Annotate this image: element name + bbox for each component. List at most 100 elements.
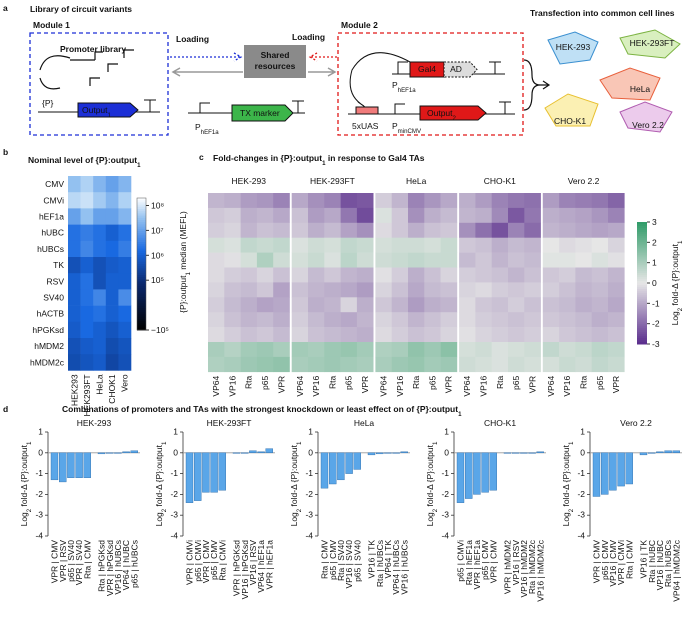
cell-shape — [547, 31, 599, 65]
heat-cell — [256, 312, 274, 328]
heat-cell — [80, 257, 94, 274]
heat-cell — [224, 327, 241, 343]
panel-label: d — [3, 404, 8, 414]
heat-cell — [208, 342, 225, 358]
heat-cell — [93, 289, 107, 306]
x-tick-label: Rta | hMDM2c — [527, 539, 537, 594]
bar — [329, 452, 337, 485]
x-tick-label: Rta | CMV — [320, 540, 330, 579]
heat-cell — [608, 297, 625, 313]
y-axis-label-part: fold-Δ {P}:output — [561, 444, 571, 508]
y-tick-label: -3 — [441, 510, 449, 520]
colorbar-step — [137, 325, 146, 329]
heat-cell — [375, 327, 392, 343]
heat-cell — [391, 312, 409, 328]
colorbar-tick-label: -2 — [652, 319, 660, 329]
heat-cell — [575, 312, 592, 328]
heat-cell — [524, 252, 541, 268]
colorbar-step — [137, 288, 146, 291]
bar — [210, 452, 218, 493]
heat-cell — [240, 222, 258, 238]
bar — [639, 452, 648, 456]
panel-title-part: 1 — [458, 411, 462, 418]
heat-cell — [356, 267, 374, 283]
promoter-label-part: P — [195, 122, 201, 132]
colorbar-step — [137, 231, 146, 234]
heat-cell — [340, 297, 358, 313]
x-tick-label: VP64 | hMDM2c — [671, 539, 681, 601]
heat-cell — [408, 282, 425, 298]
colorbar-step — [637, 236, 647, 239]
ad-box — [443, 61, 478, 78]
heat-cell — [93, 273, 107, 290]
colorbar-step — [637, 252, 647, 256]
y-tick-label: 0 — [308, 447, 313, 457]
bar — [601, 452, 609, 495]
colorbar-label-part: fold-Δ {P}:output — [670, 243, 680, 307]
heat-cell — [105, 338, 119, 355]
heat-cell — [408, 222, 425, 238]
y-tick-label: 1 — [38, 427, 43, 437]
colorbar-step — [637, 341, 647, 345]
heat-cell — [559, 342, 576, 358]
heat-cell — [391, 342, 409, 358]
colorbar-step — [137, 281, 146, 285]
y-tick-label: -2 — [170, 489, 178, 499]
heat-cell — [256, 222, 274, 238]
promoter-label-part: P — [392, 121, 398, 131]
y-tick-label: -3 — [170, 510, 178, 520]
heat-cell — [340, 356, 358, 373]
heat-cell — [542, 222, 560, 238]
heat-cell — [508, 312, 525, 328]
heat-cell — [608, 282, 625, 298]
heat-cell — [118, 338, 132, 355]
colorbar-step — [637, 276, 647, 280]
heat-cell — [208, 327, 225, 343]
cell-label: CHO-K1 — [554, 116, 586, 126]
y-axis-label-part: fold-Δ {P}:output — [289, 444, 299, 508]
colorbar-step — [637, 303, 647, 306]
heat-cell — [475, 207, 492, 224]
x-tick-label: p65 | CMVi — [193, 540, 203, 582]
heat-cell — [356, 282, 374, 298]
colorbar-step — [137, 268, 146, 272]
x-tick-label: p65 | CMV — [328, 540, 338, 580]
terminator — [144, 99, 156, 112]
module-box — [29, 32, 169, 136]
colorbar-step — [637, 234, 647, 237]
colorbar-step — [137, 312, 146, 316]
heat-cell — [508, 222, 525, 238]
heat-cell — [80, 192, 94, 209]
colorbar-tick-label: -3 — [652, 339, 660, 349]
y-axis-label-part: 2 — [26, 508, 33, 512]
heat-cell — [440, 327, 458, 343]
colorbar-step — [137, 228, 146, 232]
colorbar-step — [637, 301, 647, 304]
heat-cell — [375, 312, 392, 328]
output-arrow — [77, 102, 139, 118]
column-label: VP64 — [379, 376, 389, 397]
heat-cell — [256, 193, 274, 209]
heat-cell — [424, 297, 441, 313]
panel-title: Library of circuit variants — [30, 4, 132, 14]
heat-cell — [324, 252, 341, 268]
colorbar-step — [637, 270, 647, 274]
bar — [59, 452, 67, 483]
heat-cell — [491, 312, 509, 328]
heat-cell — [475, 193, 492, 209]
y-tick-label: -1 — [305, 468, 313, 478]
column-label: VPR — [444, 376, 454, 393]
bar — [67, 452, 75, 478]
heat-cell — [324, 193, 341, 209]
x-tick-label: Rta | hUBC — [647, 540, 657, 583]
heat-cell — [424, 342, 441, 358]
heat-cell — [575, 267, 592, 283]
colorbar-step — [137, 250, 146, 254]
heat-cell — [491, 297, 509, 313]
bar — [536, 451, 544, 454]
x-tick-label: VPR | CMVi — [185, 540, 195, 585]
heat-cell — [559, 356, 576, 373]
heat-cell — [491, 207, 509, 224]
heat-cell — [256, 207, 274, 224]
y-tick-label: 1 — [308, 427, 313, 437]
